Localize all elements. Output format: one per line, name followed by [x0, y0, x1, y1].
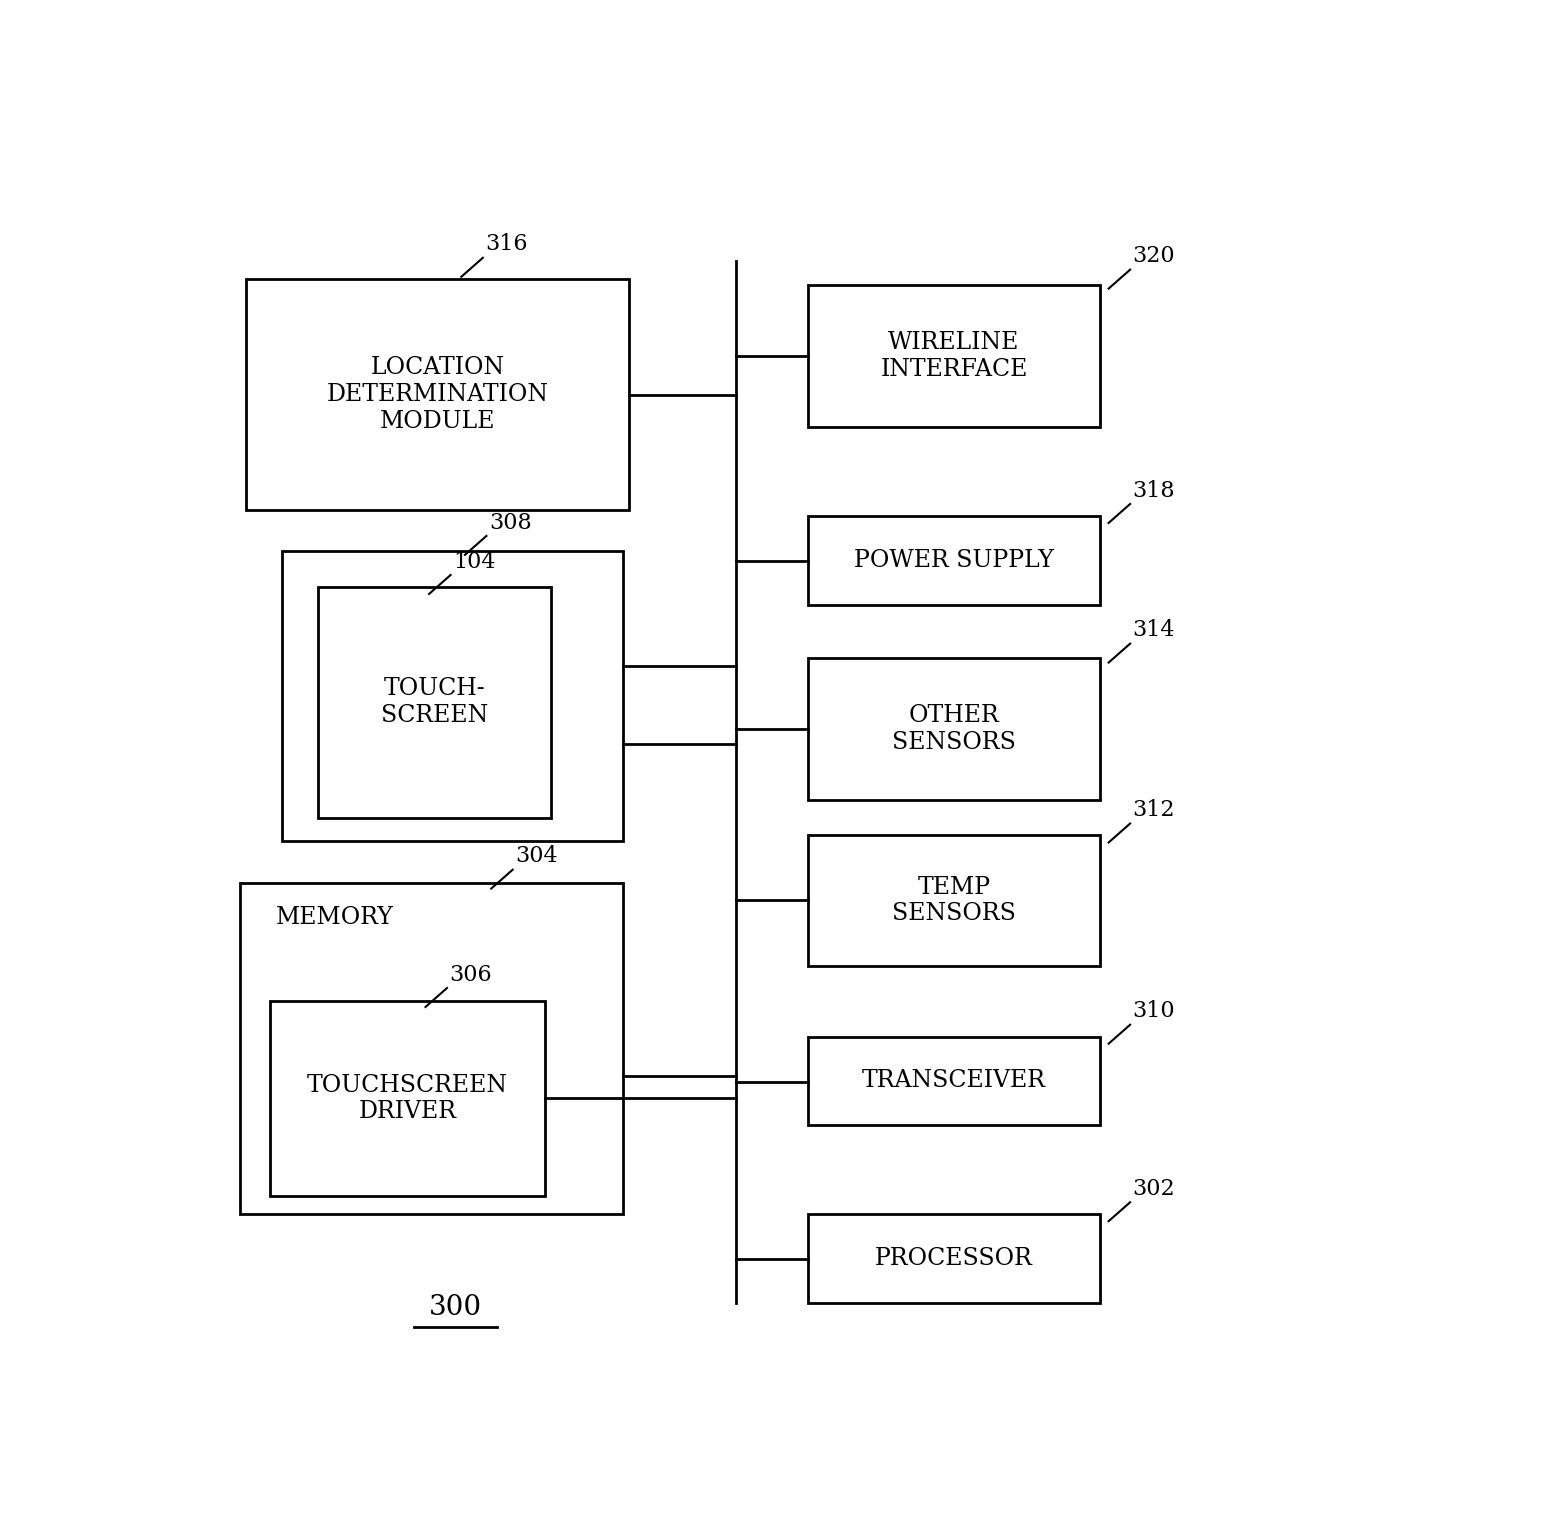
Text: LOCATION
DETERMINATION
MODULE: LOCATION DETERMINATION MODULE [327, 357, 549, 432]
Text: OTHER
SENSORS: OTHER SENSORS [892, 704, 1016, 753]
Text: 314: 314 [1133, 619, 1176, 641]
Text: PROCESSOR: PROCESSOR [875, 1247, 1032, 1270]
Text: 318: 318 [1133, 480, 1176, 501]
Text: MEMORY: MEMORY [276, 907, 394, 930]
Text: TRANSCEIVER: TRANSCEIVER [861, 1070, 1046, 1093]
Text: 302: 302 [1133, 1177, 1176, 1200]
Bar [807, 516, 1100, 604]
Bar [282, 552, 623, 841]
Text: POWER SUPPLY: POWER SUPPLY [854, 549, 1054, 572]
Text: 308: 308 [488, 512, 532, 533]
Text: 306: 306 [450, 964, 492, 985]
Bar [247, 280, 629, 510]
Text: 320: 320 [1133, 246, 1176, 267]
Text: 310: 310 [1133, 1001, 1176, 1022]
Bar [807, 658, 1100, 799]
Bar [807, 1214, 1100, 1303]
Bar [807, 284, 1100, 427]
Bar [317, 587, 552, 818]
Text: 312: 312 [1133, 799, 1176, 821]
Text: TOUCH-
SCREEN: TOUCH- SCREEN [381, 678, 488, 727]
Text: 316: 316 [485, 234, 527, 255]
Bar [807, 836, 1100, 965]
Bar [240, 882, 623, 1214]
Text: 304: 304 [515, 845, 558, 867]
Text: TOUCHSCREEN
DRIVER: TOUCHSCREEN DRIVER [307, 1074, 509, 1124]
Text: 104: 104 [453, 550, 496, 573]
Text: 300: 300 [428, 1294, 482, 1320]
Text: WIRELINE
INTERFACE: WIRELINE INTERFACE [880, 332, 1028, 381]
Bar [270, 1001, 546, 1196]
Text: TEMP
SENSORS: TEMP SENSORS [892, 876, 1016, 925]
Bar [807, 1036, 1100, 1125]
